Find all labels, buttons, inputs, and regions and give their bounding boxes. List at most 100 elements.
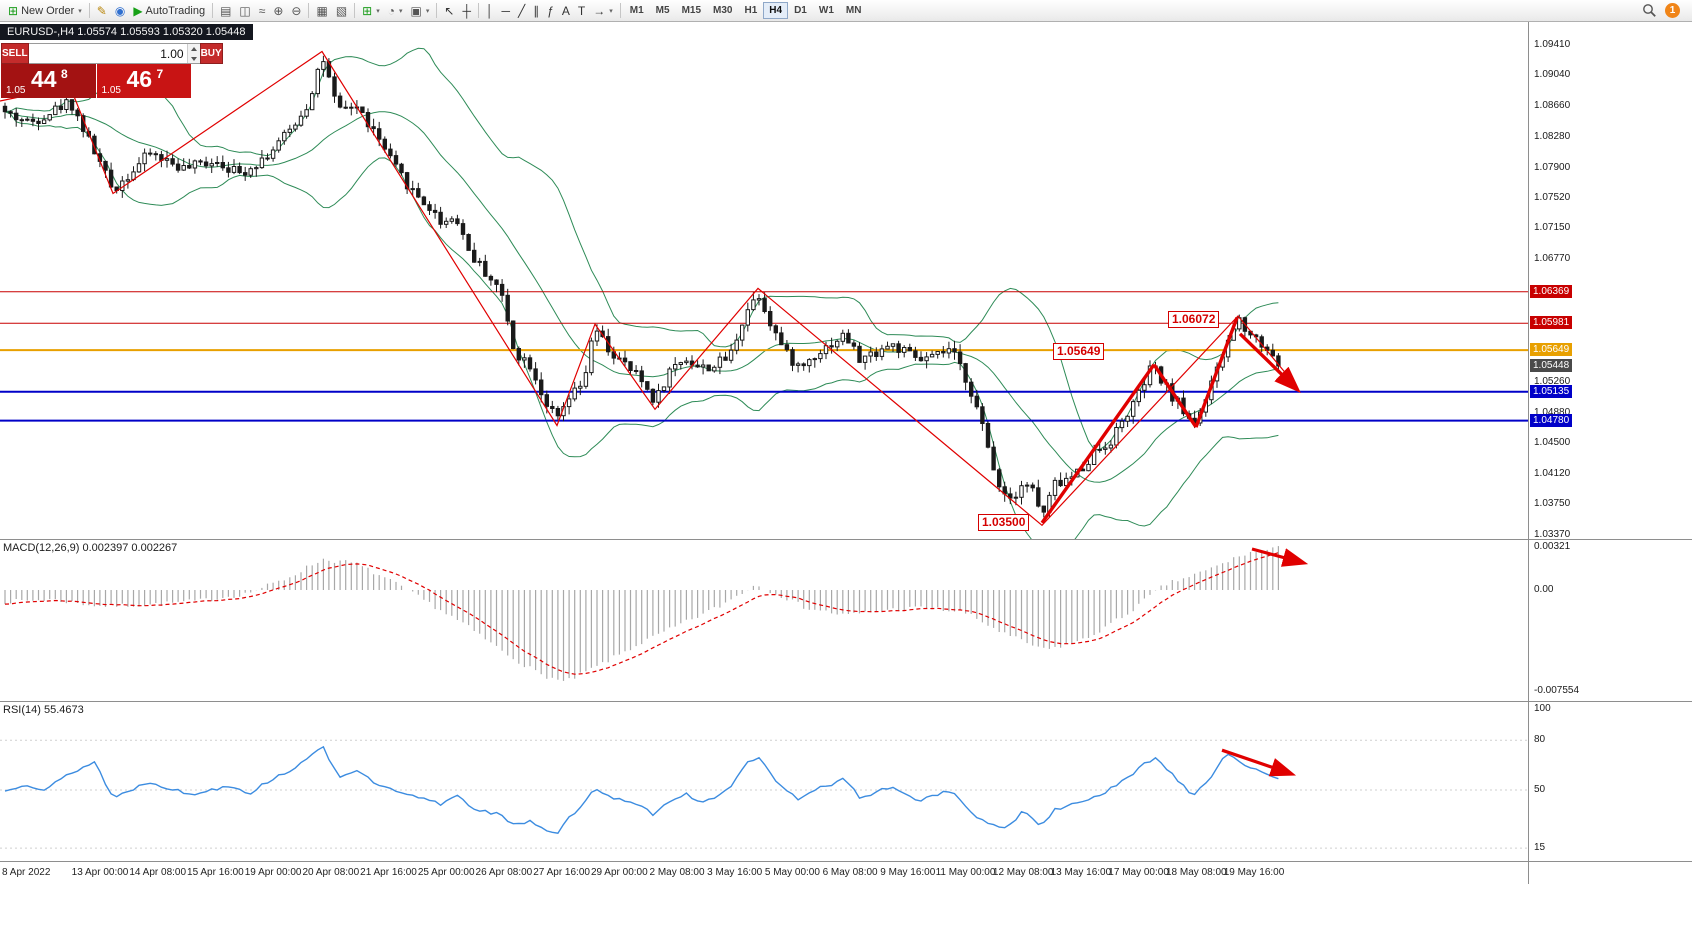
- candlestick-chart-button[interactable]: ◫: [235, 1, 254, 20]
- rsi-axis[interactable]: 100 80 50 15: [1528, 702, 1692, 862]
- macd-panel[interactable]: MACD(12,26,9) 0.002397 0.002267: [0, 540, 1528, 702]
- indicators-icon: ⊞: [362, 3, 373, 18]
- time-axis-label: 29 Apr 00:00: [590, 867, 648, 878]
- sell-price-big: 44: [31, 66, 57, 92]
- time-axis-label: 14 Apr 08:00: [129, 867, 187, 878]
- price-level-box: 1.05135: [1530, 384, 1573, 398]
- label-button[interactable]: T: [574, 1, 589, 20]
- vertical-line-icon: │: [485, 3, 494, 18]
- search-icon[interactable]: [1642, 3, 1657, 18]
- cursor-button[interactable]: ↖: [440, 1, 458, 20]
- toolbar-items: ⊞ New Order ▾ ✎ ◉ ▶ AutoTrading ▤ ◫ ≈ ⊕ ⊖ ▦ ▧ ⊞ ▾ ◔ ▾ ▣ ▾ ↖ ┼…: [4, 0, 867, 21]
- dropdown-arrow-icon: ▾: [425, 7, 430, 15]
- price-axis[interactable]: 1.09410 1.09040 1.08660 1.08280 1.07900 1.075…: [1528, 22, 1692, 540]
- trend-arrow[interactable]: [1040, 363, 1156, 524]
- timeframe-m30-button[interactable]: M30: [713, 5, 733, 16]
- buy-price-tile[interactable]: 1.05 46 7: [96, 64, 191, 98]
- templates-icon: ▣: [410, 3, 422, 18]
- macd-histogram: [4, 546, 1280, 681]
- shapes-button[interactable]: → ▾: [589, 1, 617, 20]
- notification-badge[interactable]: 1: [1665, 3, 1680, 18]
- time-axis-label: 15 Apr 16:00: [187, 867, 244, 878]
- horizontal-line-icon: ─: [501, 3, 510, 18]
- rsi-axis-label: 80: [1534, 734, 1546, 746]
- tile-windows-button[interactable]: ▦: [312, 1, 331, 20]
- timeframe-d1-button[interactable]: D1: [794, 5, 807, 16]
- trend-arrow[interactable]: [1238, 332, 1301, 393]
- dropdown-arrow-icon: ▾: [399, 7, 403, 15]
- autotrading-button[interactable]: ▶ AutoTrading: [129, 1, 209, 20]
- rsi-axis-label: 15: [1534, 842, 1546, 854]
- price-annotation[interactable]: 1.06072: [1168, 311, 1220, 328]
- price-chart-panel[interactable]: EURUSD-,H4 1.05574 1.05593 1.05320 1.054…: [0, 22, 1528, 540]
- line-chart-icon: ≈: [258, 3, 266, 18]
- line-chart-button[interactable]: ≈: [255, 1, 270, 20]
- templates-button[interactable]: ▣ ▾: [407, 1, 434, 20]
- channel-icon: ∥: [533, 3, 540, 18]
- text-button[interactable]: A: [558, 1, 574, 20]
- new-order-button-label: New Order: [21, 4, 75, 17]
- sell-price-tile[interactable]: 1.05 44 8: [1, 64, 96, 98]
- mql5-community-button[interactable]: ◉: [111, 1, 129, 20]
- bar-chart-button[interactable]: ▤: [216, 1, 235, 20]
- timeframe-h4-button[interactable]: H4: [763, 2, 789, 19]
- candles: [2, 55, 1281, 518]
- periods-icon: ◔: [387, 3, 395, 18]
- timeframe-m15-button[interactable]: M15: [681, 5, 702, 16]
- volume-up-button[interactable]: [187, 44, 200, 54]
- zigzag-line[interactable]: [0, 50, 1291, 527]
- buy-button[interactable]: BUY: [199, 43, 223, 64]
- new-order-button[interactable]: ⊞ New Order ▾: [4, 1, 86, 20]
- indicators-button[interactable]: ⊞ ▾: [358, 1, 384, 20]
- rsi-arrow-annotation[interactable]: [1221, 748, 1297, 777]
- sell-button[interactable]: SELL: [1, 43, 29, 64]
- buy-price-sup: 7: [156, 67, 164, 81]
- arrange-windows-button[interactable]: ▧: [332, 1, 351, 20]
- zoom-in-button[interactable]: ⊕: [269, 1, 287, 20]
- price-axis-label: 1.04880: [1534, 406, 1571, 418]
- time-axis-label: 20 Apr 08:00: [302, 867, 360, 878]
- mql5-community-icon: ◉: [114, 3, 126, 18]
- time-axis-label: 12 May 08:00: [992, 867, 1054, 878]
- macd-arrow-annotation[interactable]: [1251, 547, 1309, 567]
- price-annotation[interactable]: 1.03500: [978, 514, 1030, 531]
- volume-input[interactable]: [28, 44, 187, 63]
- price-level-box: 1.04780: [1530, 413, 1573, 427]
- timeframe-h1-button[interactable]: H1: [744, 5, 758, 16]
- volume-field: [28, 43, 200, 64]
- channel-button[interactable]: ∥: [529, 1, 543, 20]
- vertical-line-button[interactable]: │: [482, 1, 498, 20]
- fibonacci-button[interactable]: ƒ: [543, 1, 558, 20]
- periods-button[interactable]: ◔ ▾: [384, 1, 407, 20]
- volume-down-button[interactable]: [187, 53, 200, 63]
- macd-axis-label: 0.00: [1534, 584, 1554, 595]
- macd-axis-label: -0.007554: [1534, 685, 1580, 697]
- trend-arrow[interactable]: [1152, 363, 1198, 429]
- timeframe-w1-button[interactable]: W1: [818, 5, 834, 16]
- dropdown-arrow-icon: ▾: [78, 7, 82, 15]
- panel-divider[interactable]: [0, 700, 1692, 705]
- timeframe-m1-button[interactable]: M1: [629, 5, 644, 16]
- price-annotation[interactable]: 1.05649: [1053, 343, 1105, 360]
- trend-arrow[interactable]: [1194, 317, 1239, 428]
- metaeditor-button[interactable]: ✎: [93, 1, 111, 20]
- metaeditor-icon: ✎: [96, 3, 107, 18]
- toolbar-separator: [619, 3, 621, 18]
- zoom-in-icon: ⊕: [273, 3, 284, 18]
- timeframe-mn-button[interactable]: MN: [845, 5, 862, 16]
- macd-axis[interactable]: 0.00321 0.00 -0.007554: [1528, 540, 1692, 702]
- sell-price-small: 1.05: [6, 85, 26, 96]
- timeframe-m5-button[interactable]: M5: [655, 5, 670, 16]
- crosshair-button[interactable]: ┼: [458, 1, 475, 20]
- panel-divider[interactable]: [0, 538, 1692, 543]
- zoom-out-button[interactable]: ⊖: [287, 1, 305, 20]
- time-axis[interactable]: 8 Apr 2022 13 Apr 00:00 14 Apr 08:00 15 Apr…: [0, 862, 1528, 884]
- time-axis-label: 2 May 08:00: [649, 867, 705, 878]
- tile-windows-icon: ▦: [316, 3, 328, 18]
- time-axis-label: 18 May 08:00: [1165, 867, 1227, 878]
- price-axis-label: 1.09040: [1534, 69, 1571, 81]
- rsi-panel[interactable]: RSI(14) 55.4673: [0, 702, 1528, 862]
- time-axis-label: 25 Apr 00:00: [417, 867, 475, 878]
- trendline-button[interactable]: ╱: [514, 1, 529, 20]
- horizontal-line-button[interactable]: ─: [497, 1, 514, 20]
